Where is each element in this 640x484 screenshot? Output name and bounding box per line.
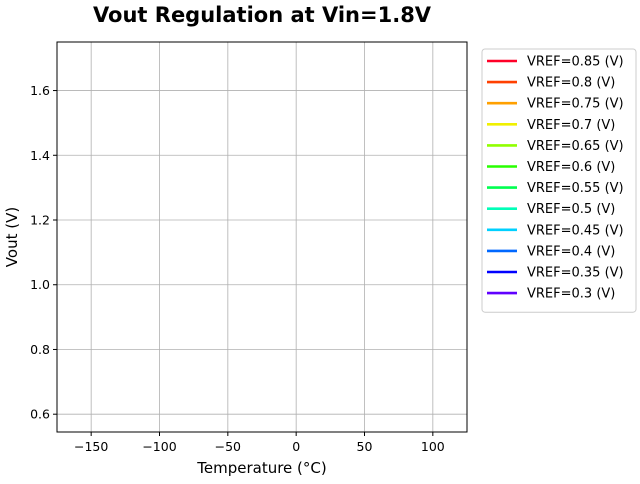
legend-label: VREF=0.55 (V) bbox=[527, 181, 624, 196]
legend-item: VREF=0.6 (V) bbox=[487, 160, 615, 175]
legend-item: VREF=0.7 (V) bbox=[487, 118, 615, 133]
legend-label: VREF=0.5 (V) bbox=[527, 202, 615, 217]
legend-item: VREF=0.55 (V) bbox=[487, 181, 624, 196]
legend-item: VREF=0.5 (V) bbox=[487, 202, 615, 217]
chart-title: Vout Regulation at Vin=1.8V bbox=[93, 3, 432, 27]
y-tick-label: 1.4 bbox=[30, 148, 50, 163]
legend-label: VREF=0.35 (V) bbox=[527, 266, 624, 281]
legend-item: VREF=0.35 (V) bbox=[487, 266, 624, 281]
y-tick-label: 1.2 bbox=[30, 213, 50, 228]
plot-frame bbox=[56, 41, 468, 433]
x-tick-label: −150 bbox=[74, 439, 108, 454]
legend-item: VREF=0.8 (V) bbox=[487, 76, 615, 91]
y-tick-label: 1.0 bbox=[30, 277, 50, 292]
x-axis-label: Temperature (°C) bbox=[196, 459, 326, 477]
legend-label: VREF=0.65 (V) bbox=[527, 139, 624, 154]
y-tick-label: 0.6 bbox=[30, 407, 50, 422]
grid bbox=[57, 42, 467, 432]
legend-label: VREF=0.3 (V) bbox=[527, 287, 615, 302]
x-tick-label: 100 bbox=[421, 439, 445, 454]
x-tick-label: 0 bbox=[292, 439, 300, 454]
x-axis-ticks: −150 −100 −50 0 50 100 bbox=[74, 432, 445, 454]
y-tick-label: 1.6 bbox=[30, 83, 50, 98]
legend-item: VREF=0.4 (V) bbox=[487, 244, 615, 259]
y-axis-ticks: 0.6 0.8 1.0 1.2 1.4 1.6 bbox=[30, 83, 57, 422]
legend-label: VREF=0.45 (V) bbox=[527, 223, 624, 238]
y-tick-label: 0.8 bbox=[30, 342, 50, 357]
legend-item: VREF=0.85 (V) bbox=[487, 55, 624, 70]
legend: VREF=0.85 (V) VREF=0.8 (V) VREF=0.75 (V) VR… bbox=[481, 48, 637, 313]
x-tick-label: −50 bbox=[215, 439, 241, 454]
legend-item: VREF=0.65 (V) bbox=[487, 139, 624, 154]
legend-label: VREF=0.75 (V) bbox=[527, 97, 624, 112]
legend-label: VREF=0.85 (V) bbox=[527, 55, 624, 70]
legend-label: VREF=0.6 (V) bbox=[527, 160, 615, 175]
x-tick-label: 50 bbox=[357, 439, 373, 454]
x-tick-label: −100 bbox=[142, 439, 176, 454]
legend-frame bbox=[481, 48, 637, 313]
legend-label: VREF=0.4 (V) bbox=[527, 244, 615, 259]
legend-item: VREF=0.75 (V) bbox=[487, 97, 624, 112]
legend-label: VREF=0.7 (V) bbox=[527, 118, 615, 133]
legend-item: VREF=0.3 (V) bbox=[487, 287, 615, 302]
legend-label: VREF=0.8 (V) bbox=[527, 76, 615, 91]
y-axis-label: Vout (V) bbox=[3, 207, 21, 267]
legend-item: VREF=0.45 (V) bbox=[487, 223, 624, 238]
